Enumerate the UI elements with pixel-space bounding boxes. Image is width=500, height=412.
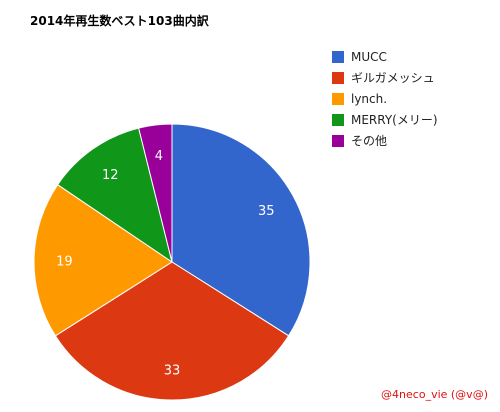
legend-label: MERRY(メリー): [351, 113, 438, 127]
legend-item-merry[interactable]: MERRY(メリー): [332, 109, 438, 130]
legend-swatch: [332, 92, 344, 105]
pie-slice-3[interactable]: [57, 127, 173, 264]
slice-label-3: 12: [102, 168, 119, 183]
legend-item-mucc[interactable]: MUCC: [332, 46, 438, 67]
slice-label-0: 35: [258, 204, 275, 219]
legend-label: lynch.: [351, 91, 388, 106]
legend-item-girugamesh[interactable]: ギルガメッシュ: [332, 67, 438, 88]
legend-label: MUCC: [351, 49, 387, 64]
legend-swatch: [332, 134, 344, 147]
slice-label-1: 33: [164, 364, 181, 379]
legend-swatch: [332, 71, 344, 84]
legend: MUCC ギルガメッシュ lynch. MERRY(メリー) その他: [332, 46, 438, 151]
pie-slice-1[interactable]: [54, 261, 290, 401]
chart-title: 2014年再生数ベスト103曲内訳: [30, 14, 209, 28]
slice-label-2: 19: [56, 254, 73, 269]
slice-label-4: 4: [155, 149, 163, 164]
credit-text: @4neco_vie (@v@): [381, 388, 488, 401]
legend-label: ギルガメッシュ: [351, 71, 435, 85]
pie-slice-2[interactable]: [33, 183, 173, 337]
legend-item-lynch[interactable]: lynch.: [332, 88, 438, 109]
pie-slice-0[interactable]: [171, 123, 311, 337]
pie-slice-4[interactable]: [138, 123, 173, 263]
legend-label: その他: [351, 134, 388, 148]
legend-swatch: [332, 50, 344, 63]
legend-item-other[interactable]: その他: [332, 130, 438, 151]
legend-swatch: [332, 113, 344, 126]
